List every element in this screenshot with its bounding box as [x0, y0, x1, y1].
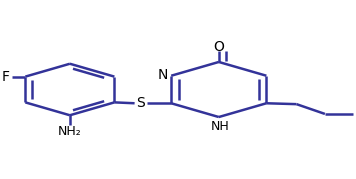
Text: N: N — [157, 68, 168, 82]
Text: NH: NH — [211, 120, 230, 133]
Text: S: S — [137, 96, 145, 110]
Text: NH₂: NH₂ — [58, 125, 82, 138]
Text: F: F — [2, 70, 10, 84]
Text: O: O — [213, 40, 224, 54]
